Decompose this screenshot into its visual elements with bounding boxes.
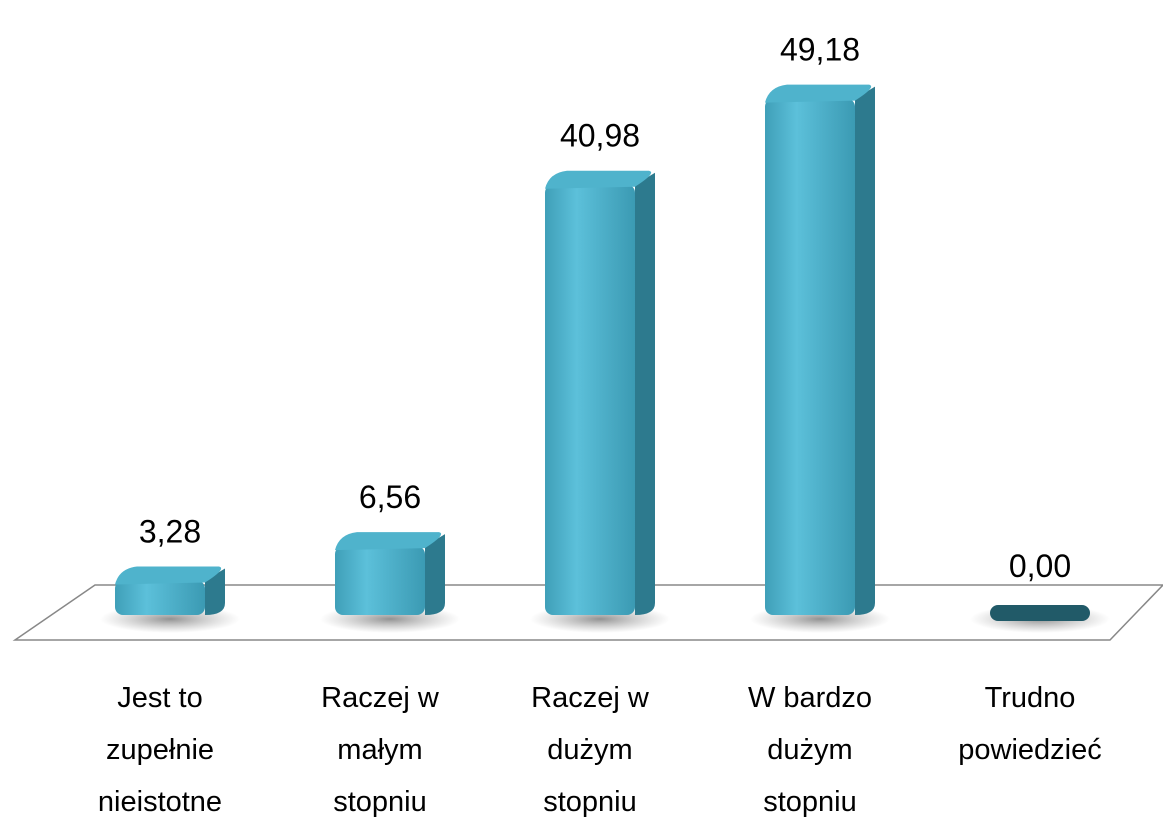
x-tick-label: W bardzo dużym stopniu — [747, 682, 873, 818]
bar — [115, 580, 205, 615]
x-tick-label: Raczej w dużym stopniu — [531, 682, 649, 818]
bar-top — [545, 170, 652, 189]
floor — [12, 584, 1163, 641]
x-tick-label: Jest to zupełnie nieistotne — [97, 682, 223, 818]
bar-top — [335, 532, 442, 551]
bar-top — [115, 566, 222, 585]
x-tick-label: Trudno powiedzieć — [958, 682, 1102, 766]
bar — [990, 605, 1090, 621]
value-label: 6,56 — [359, 479, 421, 515]
bar-side — [855, 86, 875, 616]
value-label: 40,98 — [560, 118, 640, 154]
value-label: 3,28 — [139, 514, 201, 550]
bar-side — [205, 568, 225, 615]
value-label: 49,18 — [780, 32, 860, 68]
bar — [335, 546, 425, 615]
bar-top — [765, 84, 872, 103]
bar-side — [635, 172, 655, 615]
value-label: 0,00 — [1009, 548, 1071, 584]
bar — [545, 184, 635, 615]
bar-side — [425, 534, 445, 615]
x-tick-label: Raczej w małym stopniu — [321, 682, 439, 818]
bar — [765, 98, 855, 616]
